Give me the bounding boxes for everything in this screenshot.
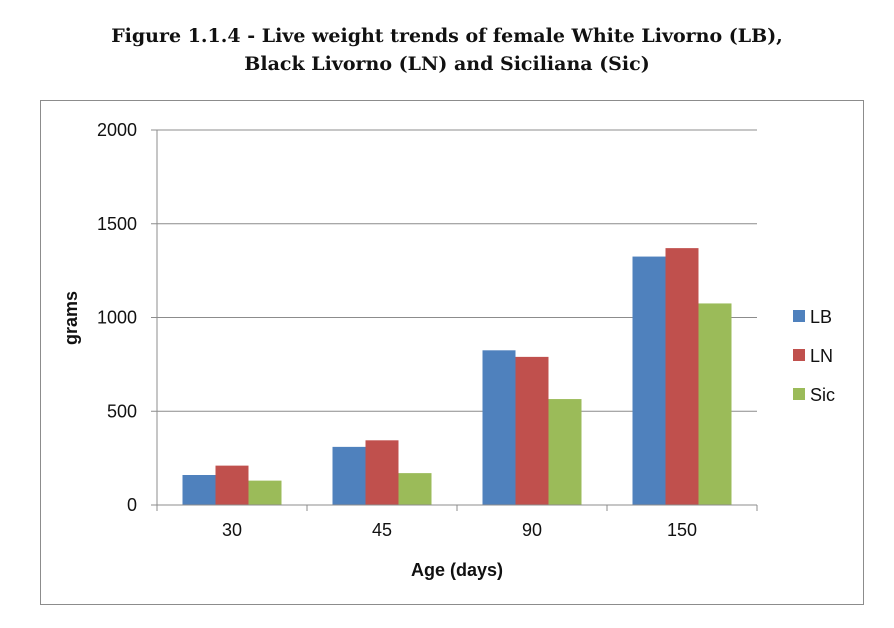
x-tick-label: 150	[667, 520, 697, 540]
figure-title-line-1: Figure 1.1.4 - Live weight trends of fem…	[111, 25, 783, 47]
bar-series	[182, 248, 732, 505]
legend: LB LN Sic	[793, 307, 835, 405]
y-axis-title: grams	[61, 291, 81, 345]
legend-swatch-ln	[793, 349, 805, 361]
bar-lb-45	[332, 446, 366, 505]
bar-ln-150	[665, 248, 699, 505]
y-tick-label: 1500	[97, 214, 137, 234]
x-axis-tick-labels: 30 45 90 150	[222, 520, 697, 540]
y-tick-label: 1000	[97, 308, 137, 328]
y-tick-label: 500	[107, 401, 137, 421]
bar-lb-90	[482, 350, 516, 505]
bar-lb-30	[182, 475, 216, 505]
bar-sic-30	[248, 480, 282, 505]
bar-sic-90	[548, 399, 582, 505]
figure-title: Figure 1.1.4 - Live weight trends of fem…	[0, 22, 894, 78]
y-tick-label: 0	[127, 495, 137, 515]
legend-label-sic: Sic	[810, 385, 835, 405]
legend-swatch-lb	[793, 310, 805, 322]
x-tick-label: 45	[372, 520, 392, 540]
legend-swatch-sic	[793, 388, 805, 400]
bar-sic-150	[698, 303, 732, 505]
x-tick-label: 30	[222, 520, 242, 540]
x-axis-title: Age (days)	[411, 560, 503, 580]
bar-sic-45	[398, 473, 432, 505]
figure-title-line-2: Black Livorno (LN) and Siciliana (Sic)	[244, 53, 650, 75]
bar-ln-45	[365, 440, 399, 505]
x-tick-label: 90	[522, 520, 542, 540]
axes	[151, 129, 758, 511]
y-axis-tick-labels: 0 500 1000 1500 2000	[97, 120, 137, 515]
bar-ln-90	[515, 356, 549, 505]
bar-lb-150	[632, 256, 666, 505]
legend-label-ln: LN	[810, 346, 833, 366]
legend-label-lb: LB	[810, 307, 832, 327]
bar-ln-30	[215, 465, 249, 505]
y-tick-label: 2000	[97, 120, 137, 140]
